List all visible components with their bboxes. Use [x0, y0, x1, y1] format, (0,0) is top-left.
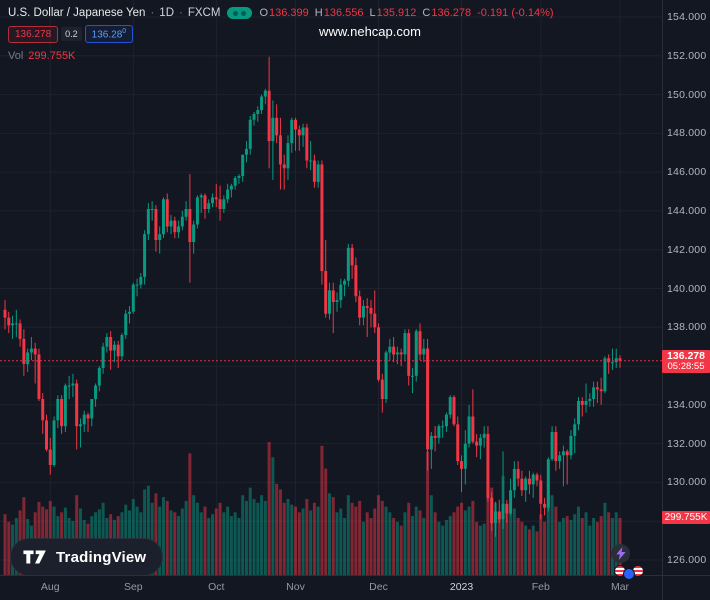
- last-price-tag: 136.278 05:28:55: [662, 349, 710, 373]
- price-axis-label: 148.000: [667, 127, 707, 140]
- price-axis-label: 140.000: [667, 282, 707, 295]
- bar-countdown: 05:28:55: [667, 360, 705, 372]
- exchange-label[interactable]: FXCM: [187, 7, 221, 19]
- price-axis-label: 146.000: [667, 166, 707, 179]
- flags-icon[interactable]: [614, 563, 646, 581]
- low-value: 135.912: [376, 7, 417, 19]
- price-axis-label: 152.000: [667, 49, 707, 62]
- price-axis-label: 150.000: [667, 88, 707, 101]
- buy-button[interactable]: 136.280: [84, 25, 134, 44]
- time-axis-label: Mar: [610, 581, 630, 593]
- time-axis-label: Nov: [286, 581, 305, 593]
- spread-value: 0.2: [61, 27, 82, 42]
- buy-price: 136.28: [91, 29, 123, 41]
- lightning-icon[interactable]: [611, 544, 630, 563]
- price-axis-label: 154.000: [667, 11, 707, 23]
- price-axis-label: 138.000: [667, 321, 707, 334]
- close-value: 136.278: [431, 7, 472, 19]
- chart-legend: U.S. Dollar / Japanese Yen · 1D · FXCM O…: [8, 7, 554, 62]
- open-value: 136.399: [269, 7, 309, 19]
- time-axis-label: Oct: [208, 581, 225, 593]
- price-axis-label: 134.000: [667, 398, 707, 411]
- timeframe-label[interactable]: 1D: [159, 7, 174, 19]
- volume-indicator-value: 299.755K: [28, 50, 76, 63]
- time-axis-label: Aug: [40, 581, 60, 593]
- time-axis-label: 2023: [449, 581, 474, 593]
- site-watermark: www.nehcap.com: [319, 24, 421, 39]
- separator: ·: [150, 7, 155, 19]
- volume-axis-tag: 299.755K: [662, 511, 710, 525]
- change-value: -0.191 (-0.14%): [477, 7, 554, 19]
- symbol-title[interactable]: U.S. Dollar / Japanese Yen: [8, 7, 146, 19]
- market-status-pill[interactable]: [227, 7, 253, 19]
- price-axis-label: 144.000: [667, 204, 707, 217]
- price-axis-label: 142.000: [667, 243, 707, 256]
- price-axis-label: 132.000: [667, 437, 707, 450]
- high-value: 136.556: [323, 7, 364, 19]
- last-price-value: 136.278: [667, 349, 705, 362]
- time-axis-label: Sep: [123, 581, 143, 593]
- buy-sell-widget: 136.278 0.2 136.280: [8, 25, 554, 44]
- price-axis-label: 130.000: [667, 476, 707, 489]
- buy-price-fraction: 0: [122, 28, 127, 35]
- tradingview-logo-icon: [23, 550, 46, 564]
- high-label: H: [314, 7, 323, 19]
- time-axis[interactable]: Aug Sep Oct Nov Dec 2023 Feb Mar: [0, 575, 662, 600]
- symbol-row: U.S. Dollar / Japanese Yen · 1D · FXCM O…: [8, 7, 554, 19]
- time-axis-label: Feb: [531, 581, 550, 593]
- price-axis-label: 126.000: [667, 554, 707, 566]
- separator: ·: [179, 7, 183, 19]
- sell-button[interactable]: 136.278: [8, 25, 59, 43]
- open-label: O: [259, 7, 268, 19]
- volume-row: Vol 299.755K: [8, 50, 554, 62]
- volume-indicator-label[interactable]: Vol: [8, 50, 24, 63]
- time-axis-label: Dec: [369, 581, 388, 593]
- tradingview-logo-text: TradingView: [56, 548, 147, 566]
- close-label: C: [422, 7, 431, 19]
- ohlc-values: O 136.399 H 136.556 L 135.912 C 136.278 -0.1…: [259, 7, 553, 19]
- price-axis[interactable]: 154.000 152.000 150.000 148.000 146.000 144.0…: [662, 0, 710, 575]
- low-label: L: [369, 7, 376, 19]
- tradingview-logo[interactable]: TradingView: [10, 538, 164, 576]
